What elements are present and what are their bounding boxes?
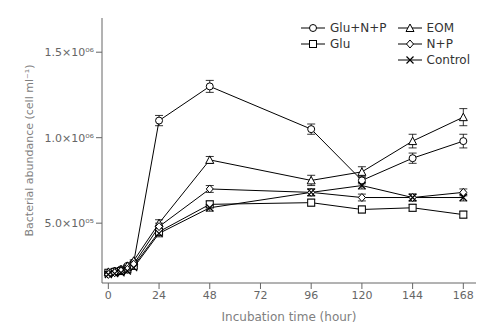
html-text:Glu+N+P: Glu+N+P	[330, 21, 387, 35]
svg-text:0: 0	[105, 289, 112, 302]
html-text:EOM: EOM	[426, 21, 454, 35]
svg-text:24: 24	[152, 289, 166, 302]
svg-text:96: 96	[304, 289, 318, 302]
svg-text:144: 144	[402, 289, 423, 302]
html-text:Glu: Glu	[330, 37, 351, 51]
svg-text:48: 48	[203, 289, 217, 302]
svg-text:Bacterial abundance (cell ml⁻¹: Bacterial abundance (cell ml⁻¹)	[23, 65, 36, 237]
svg-text:168: 168	[453, 289, 474, 302]
svg-text:72: 72	[253, 289, 267, 302]
html-text:N+P: N+P	[426, 37, 453, 51]
svg-text:Incubation time (hour): Incubation time (hour)	[222, 310, 357, 324]
svg-text:1.0×10⁰⁶: 1.0×10⁰⁶	[44, 132, 94, 145]
svg-text:5.0×10⁰⁵: 5.0×10⁰⁵	[44, 217, 94, 230]
svg-text:1.5×10⁰⁶: 1.5×10⁰⁶	[44, 46, 94, 59]
html-text:Control: Control	[426, 53, 470, 67]
svg-text:120: 120	[351, 289, 372, 302]
